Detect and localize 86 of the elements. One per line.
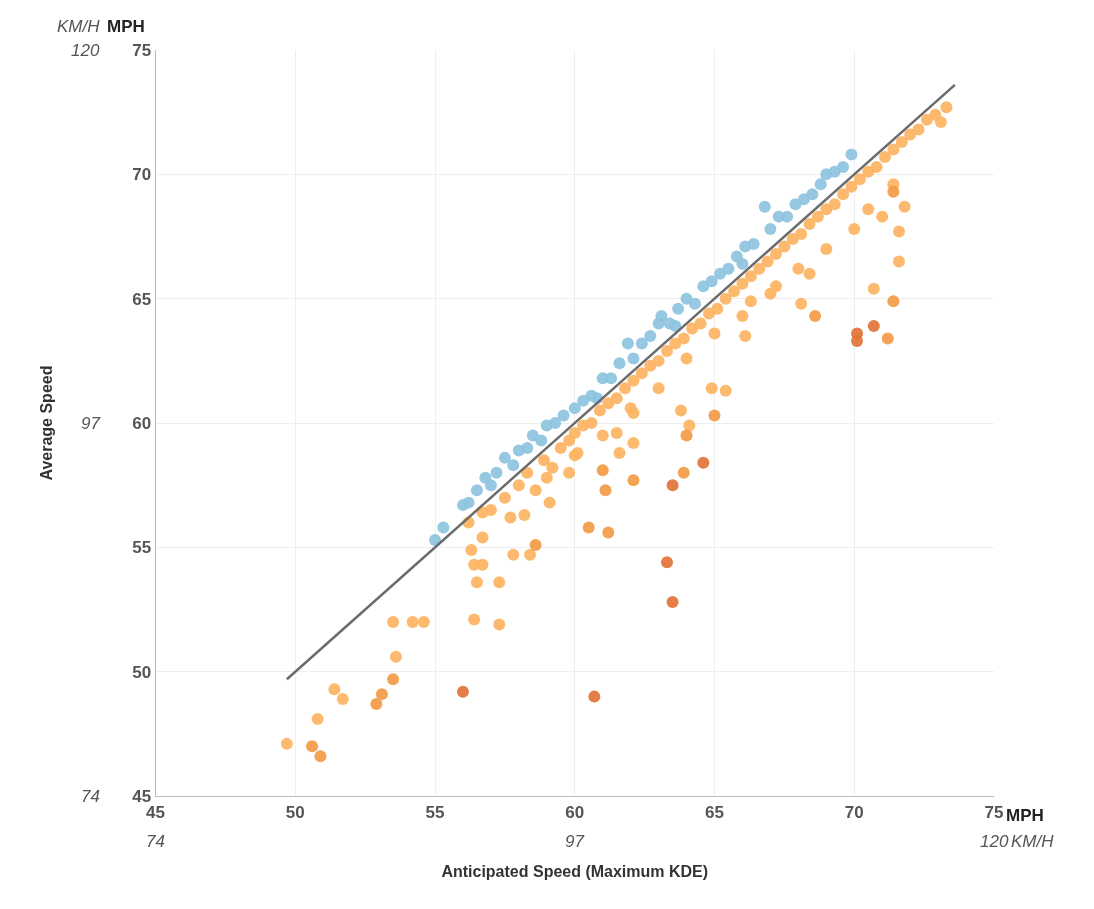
point	[867, 320, 880, 333]
point	[851, 334, 864, 347]
point	[705, 275, 718, 288]
point	[490, 466, 503, 479]
text: MPH	[1006, 806, 1044, 825]
point	[781, 210, 794, 223]
y-tick-label: 60	[132, 414, 152, 433]
point	[375, 688, 388, 701]
point	[462, 496, 475, 509]
point	[596, 464, 609, 477]
point	[722, 262, 735, 275]
point	[387, 673, 400, 686]
y2-tick-label: 74	[81, 787, 100, 806]
point	[708, 409, 721, 422]
point	[666, 479, 679, 492]
x-tick-label: 60	[565, 802, 585, 822]
point	[599, 484, 612, 497]
y-tick-label: 70	[132, 165, 152, 185]
point	[568, 402, 581, 415]
x-axis-title: Anticipated Speed (Maximum KDE)	[441, 863, 709, 881]
x2-tick-label: 74	[146, 832, 165, 851]
point	[602, 526, 615, 539]
point	[666, 596, 679, 609]
point	[627, 474, 640, 487]
point	[605, 372, 618, 385]
point	[672, 302, 685, 315]
point	[747, 237, 760, 250]
point	[437, 521, 450, 534]
point	[429, 533, 441, 546]
x-tick-label: 55	[425, 802, 445, 822]
point	[456, 685, 469, 698]
point	[655, 310, 668, 323]
point	[470, 484, 483, 497]
y-tick-label: 55	[132, 538, 152, 558]
point	[688, 297, 701, 310]
point	[498, 451, 511, 464]
x-tick-label: 65	[705, 802, 724, 822]
point	[758, 200, 771, 213]
point	[669, 320, 682, 333]
text: MPH	[107, 17, 145, 36]
x-tick-label: 70	[844, 802, 864, 822]
x2-tick-label: 120	[980, 832, 1009, 851]
x2-tick-label: 97	[565, 832, 585, 851]
point	[837, 160, 850, 173]
point	[529, 538, 542, 551]
point	[680, 429, 693, 442]
point	[677, 466, 690, 479]
point	[736, 257, 749, 270]
point	[521, 441, 534, 454]
y2-axis-title: Average Speed	[38, 365, 56, 481]
point	[549, 417, 562, 430]
y-tick-label: 75	[132, 40, 152, 60]
point	[697, 456, 710, 469]
y2-tick-label: 97	[81, 414, 101, 433]
point	[887, 185, 900, 198]
y-tick-label: 65	[132, 289, 152, 309]
point	[370, 698, 383, 711]
point	[588, 690, 601, 703]
point	[797, 193, 810, 206]
point	[507, 459, 520, 472]
point	[621, 337, 634, 350]
point	[635, 337, 648, 350]
text: KM/H	[1011, 832, 1055, 851]
y-tick-label: 50	[132, 662, 152, 682]
x-tick-label: 75	[984, 802, 1004, 822]
point	[881, 332, 894, 345]
point	[613, 357, 626, 370]
point	[535, 434, 548, 447]
point	[644, 330, 657, 342]
text: KM/H	[57, 17, 101, 36]
point	[806, 188, 819, 201]
point	[557, 409, 570, 422]
point	[582, 521, 595, 534]
point	[809, 310, 822, 323]
point	[306, 740, 319, 753]
x-tick-label: 50	[285, 802, 305, 822]
point	[314, 750, 327, 763]
point	[764, 223, 777, 236]
y2-tick-label: 120	[71, 41, 100, 60]
point	[887, 295, 900, 308]
point	[714, 267, 727, 280]
point	[814, 178, 827, 191]
point	[627, 352, 640, 365]
point	[660, 556, 673, 569]
point	[845, 148, 858, 161]
point	[484, 479, 497, 492]
